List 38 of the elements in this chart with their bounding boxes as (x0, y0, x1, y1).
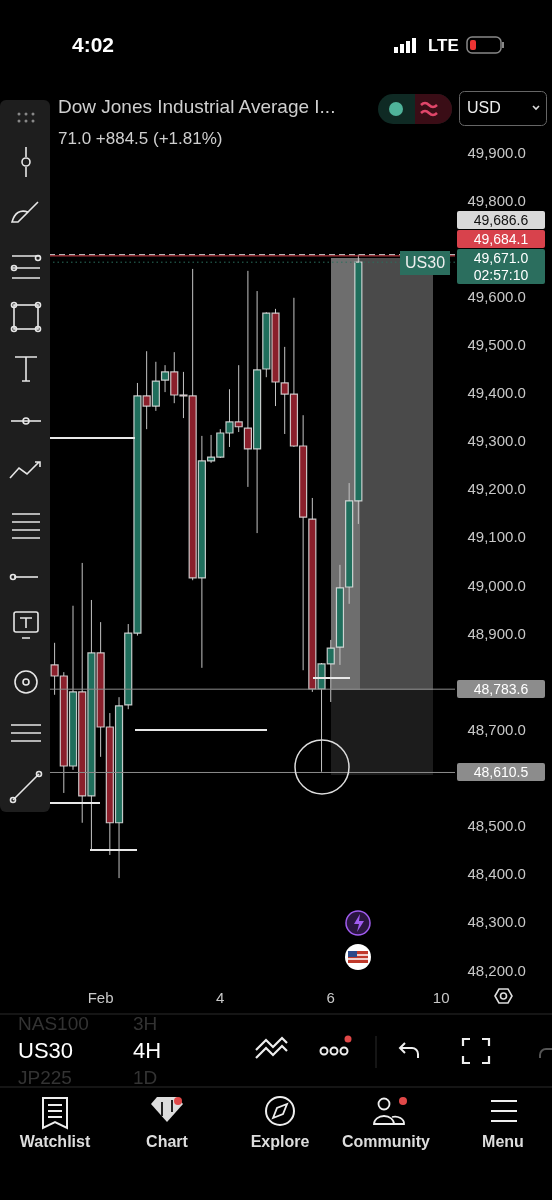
y-tick-label: 48,300.0 (467, 913, 526, 931)
y-tick-label: 49,300.0 (467, 432, 526, 450)
chart-title: Dow Jones Industrial Average I... (58, 96, 336, 117)
text: Watchlist (19, 1133, 91, 1150)
y-tick-label: 49,000.0 (467, 576, 526, 594)
annotation: US30 (400, 251, 451, 276)
text: 4H (133, 1038, 162, 1063)
y-tick-label: 49,800.0 (467, 191, 526, 209)
y-tick-label: 49,500.0 (467, 335, 526, 353)
chart-subtitle: 71.0 +884.5 (+1.81%) (58, 129, 223, 148)
text: Menu (482, 1133, 524, 1150)
y-tick-label: 49,600.0 (467, 287, 526, 305)
y-tick-label: 48,500.0 (467, 817, 526, 835)
y-tick-label: 48,200.0 (467, 961, 526, 979)
text: Chart (146, 1133, 188, 1150)
text: 4:02 (72, 33, 115, 56)
y-tick-label: 49,400.0 (467, 384, 526, 402)
x-tick-label: 4 (216, 988, 225, 1006)
ref-line-label: 48,783.6 (457, 681, 545, 698)
y-tick-label: 48,700.0 (467, 720, 526, 738)
y-tick-label: 48,400.0 (467, 865, 526, 883)
ref-line-label: 49,671.0 (472, 249, 530, 266)
y-tick-label: 49,200.0 (467, 480, 526, 498)
text: US30 (18, 1038, 74, 1063)
text: 02:57:10 (472, 266, 530, 283)
text: Explore (250, 1133, 310, 1150)
x-tick-label: 6 (326, 988, 335, 1006)
y-tick-label: 48,900.0 (467, 624, 526, 642)
text: LTE (428, 36, 459, 55)
text: Community (342, 1133, 430, 1150)
x-tick-label: Feb (87, 988, 114, 1006)
ref-line-label: 48,610.5 (457, 764, 545, 781)
y-tick-label: 49,900.0 (467, 143, 526, 161)
text: USD (467, 99, 501, 116)
ref-line-label: 49,686.6 (457, 211, 545, 228)
y-tick-label: 49,100.0 (467, 528, 526, 546)
ref-line-label: 49,684.1 (457, 230, 545, 247)
x-tick-label: 10 (432, 988, 450, 1006)
